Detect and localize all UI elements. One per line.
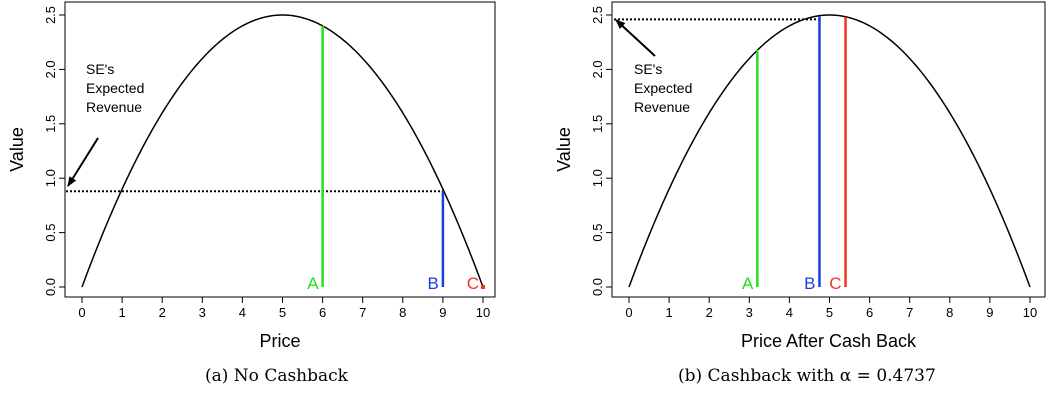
- marker-label-b: B: [804, 274, 815, 293]
- caption-b: (b) Cashback with α = 0.4737: [678, 366, 936, 386]
- x-tick-label: 5: [279, 305, 286, 320]
- annotation-arrow: [615, 19, 656, 57]
- plot-frame: [611, 1, 1046, 298]
- x-tick-label: 10: [476, 305, 490, 320]
- annotation-arrow: [67, 137, 99, 187]
- x-tick-label: 10: [1023, 305, 1037, 320]
- y-tick-label: 2.5: [43, 6, 58, 24]
- marker-label-c: C: [829, 274, 841, 293]
- value-curve: [628, 14, 1031, 288]
- x-tick-label: 4: [239, 305, 246, 320]
- marker-dot-c: [481, 285, 485, 289]
- chart-svg-b: 0 1 2 3 4 5 6 7 8 9 10 0.0 0.5 1.0 1.5 2.0 2.5 Price Afte…: [554, 1, 1046, 351]
- annotation-line: Revenue: [634, 99, 690, 115]
- x-tick-label: 1: [665, 305, 672, 320]
- annotation-text: SE's Expected Revenue: [634, 61, 692, 115]
- y-tick-label: 1.0: [43, 169, 58, 187]
- y-tick-label: 0.0: [590, 278, 605, 296]
- annotation-text: SE's Expected Revenue: [86, 61, 144, 115]
- x-tick-label: 3: [746, 305, 753, 320]
- y-tick-label: 0.5: [590, 224, 605, 242]
- x-tick-label: 1: [118, 305, 125, 320]
- y-tick-label: 1.0: [590, 169, 605, 187]
- y-tick-label: 0.5: [43, 224, 58, 242]
- x-tick-label: 0: [78, 305, 85, 320]
- chart-panel-b: 0 1 2 3 4 5 6 7 8 9 10 0.0 0.5 1.0 1.5 2.0 2.5 Price Afte…: [530, 0, 1053, 401]
- x-tick-label: 3: [199, 305, 206, 320]
- annotation-line: Expected: [86, 80, 144, 96]
- y-tick-label: 2.0: [43, 60, 58, 78]
- x-tick-label: 6: [319, 305, 326, 320]
- chart-svg-a: 0 1 2 3 4 5 6 7 8 9 10 0.0 0.5 1.0 1.5 2.0 2.5 Price Value…: [7, 1, 496, 351]
- marker-label-b: B: [428, 274, 439, 293]
- x-tick-label: 6: [866, 305, 873, 320]
- annotation-line: Revenue: [86, 99, 142, 115]
- chart-panel-a: 0 1 2 3 4 5 6 7 8 9 10 0.0 0.5 1.0 1.5 2.0 2.5 Price Value…: [0, 0, 527, 401]
- x-tick-label: 2: [159, 305, 166, 320]
- annotation-line: SE's: [86, 61, 114, 77]
- marker-label-c: C: [467, 274, 479, 293]
- x-tick-label: 5: [826, 305, 833, 320]
- x-tick-label: 0: [625, 305, 632, 320]
- x-tick-label: 9: [986, 305, 993, 320]
- x-tick-label: 8: [946, 305, 953, 320]
- y-tick-label: 2.0: [590, 60, 605, 78]
- y-tick-label: 1.5: [43, 115, 58, 133]
- y-tick-label: 0.0: [43, 278, 58, 296]
- y-tick-label: 1.5: [590, 115, 605, 133]
- x-tick-label: 2: [706, 305, 713, 320]
- caption-a: (a) No Cashback: [205, 366, 348, 386]
- x-axis-label: Price: [259, 331, 300, 351]
- marker-label-a: A: [307, 274, 319, 293]
- x-tick-label: 7: [359, 305, 366, 320]
- x-tick-label: 4: [786, 305, 793, 320]
- x-tick-label: 7: [906, 305, 913, 320]
- value-curve: [81, 14, 484, 288]
- x-tick-label: 9: [439, 305, 446, 320]
- plot-frame: [64, 1, 496, 298]
- annotation-line: SE's: [634, 61, 662, 77]
- x-tick-label: 8: [399, 305, 406, 320]
- y-tick-label: 2.5: [590, 6, 605, 24]
- x-axis-label: Price After Cash Back: [741, 331, 917, 351]
- y-axis-label: Value: [7, 127, 27, 172]
- y-axis-label: Value: [554, 127, 574, 172]
- annotation-line: Expected: [634, 80, 692, 96]
- marker-label-a: A: [742, 274, 754, 293]
